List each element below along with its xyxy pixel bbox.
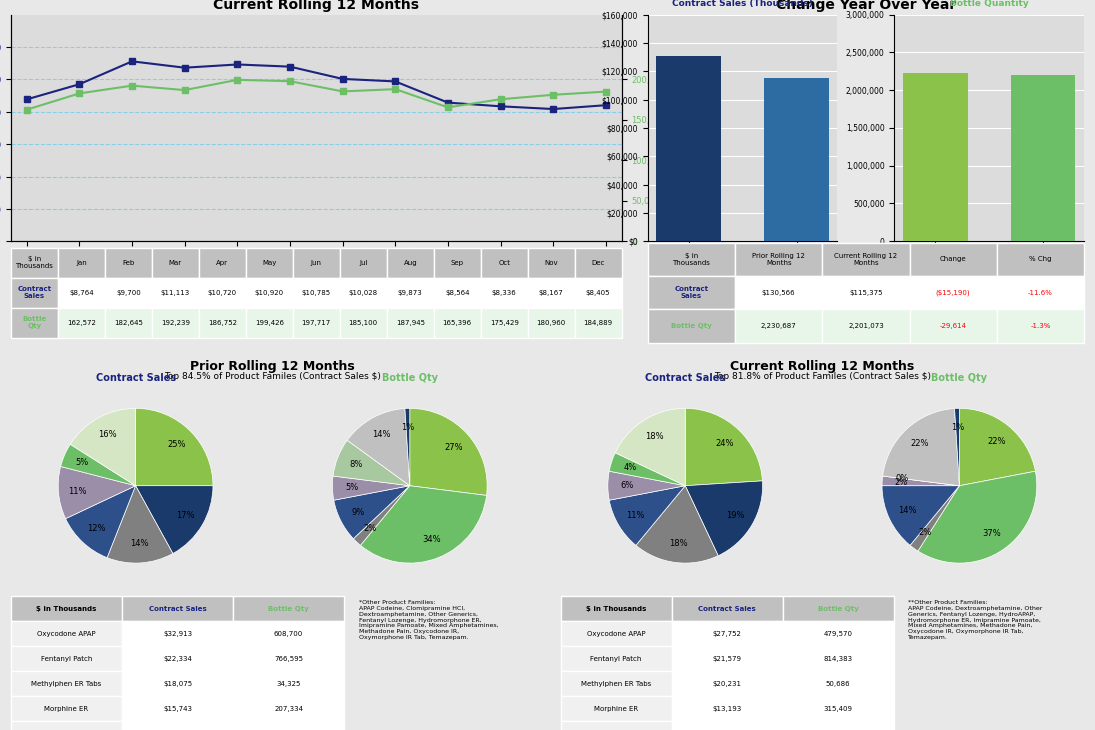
- Wedge shape: [333, 440, 410, 485]
- Text: 4%: 4%: [623, 464, 636, 472]
- Wedge shape: [883, 485, 959, 545]
- Wedge shape: [405, 408, 410, 485]
- Text: % Chg -11.6%: % Chg -11.6%: [713, 284, 772, 293]
- Title: Bottle Quantity: Bottle Quantity: [949, 0, 1028, 8]
- Text: 11%: 11%: [626, 511, 645, 520]
- Text: 2%: 2%: [895, 477, 908, 487]
- Text: 0%: 0%: [896, 474, 909, 483]
- Text: 18%: 18%: [669, 539, 688, 548]
- Text: 14%: 14%: [130, 539, 149, 548]
- Text: **Other Product Families:
APAP Codeine, Dextroamphetamine, Other
Generics, Fenta: **Other Product Families: APAP Codeine, …: [908, 600, 1042, 640]
- Wedge shape: [609, 485, 685, 545]
- Wedge shape: [883, 476, 959, 485]
- Text: 22%: 22%: [988, 437, 1005, 445]
- Bar: [903, 73, 968, 242]
- Wedge shape: [615, 408, 685, 485]
- Text: 5%: 5%: [345, 483, 358, 492]
- Wedge shape: [910, 485, 959, 551]
- Text: % Chg -1.3%: % Chg -1.3%: [963, 284, 1016, 293]
- Text: Top 84.5% of Product Familes (Contract Sales $): Top 84.5% of Product Familes (Contract S…: [164, 372, 381, 380]
- Text: 2%: 2%: [364, 523, 377, 532]
- Text: 5%: 5%: [76, 458, 89, 467]
- Wedge shape: [334, 485, 410, 539]
- Wedge shape: [70, 408, 136, 485]
- Text: 25%: 25%: [168, 440, 186, 449]
- Text: 11%: 11%: [69, 487, 88, 496]
- Text: 18%: 18%: [645, 432, 664, 441]
- Text: 6%: 6%: [621, 481, 634, 491]
- Text: 1%: 1%: [950, 423, 965, 432]
- Wedge shape: [636, 485, 718, 563]
- Text: 14%: 14%: [372, 431, 391, 439]
- Wedge shape: [136, 485, 212, 553]
- Title: Contract Sales: Contract Sales: [95, 372, 175, 383]
- Wedge shape: [410, 408, 487, 496]
- Title: Bottle Qty: Bottle Qty: [932, 372, 988, 383]
- Title: Contract Sales: Contract Sales: [645, 372, 725, 383]
- Text: 12%: 12%: [87, 523, 105, 532]
- Text: 37%: 37%: [982, 529, 1002, 538]
- Title: Bottle Qty: Bottle Qty: [382, 372, 438, 383]
- Y-axis label: Bottle Qty: Bottle Qty: [668, 107, 677, 149]
- Wedge shape: [685, 481, 762, 556]
- Wedge shape: [918, 472, 1037, 563]
- Text: 8%: 8%: [349, 460, 362, 469]
- Bar: [764, 78, 829, 242]
- Text: 16%: 16%: [99, 431, 117, 439]
- Wedge shape: [333, 476, 410, 500]
- Wedge shape: [360, 485, 486, 563]
- Bar: [1011, 75, 1075, 242]
- Wedge shape: [354, 485, 410, 545]
- Text: Prior Rolling 12 Months: Prior Rolling 12 Months: [191, 360, 355, 373]
- Text: Top 81.8% of Product Familes (Contract Sales $): Top 81.8% of Product Familes (Contract S…: [714, 372, 931, 380]
- Wedge shape: [136, 408, 212, 485]
- Wedge shape: [107, 485, 173, 563]
- Text: 9%: 9%: [351, 507, 365, 517]
- Text: 22%: 22%: [910, 439, 929, 448]
- Wedge shape: [883, 409, 959, 485]
- Wedge shape: [609, 453, 685, 485]
- Wedge shape: [66, 485, 136, 558]
- Wedge shape: [883, 476, 959, 485]
- Title: Current Rolling 12 Months: Current Rolling 12 Months: [214, 0, 419, 12]
- Title: Contract Sales (Thousands): Contract Sales (Thousands): [672, 0, 814, 8]
- Wedge shape: [347, 409, 410, 485]
- Text: Current Rolling 12 Months: Current Rolling 12 Months: [730, 360, 914, 373]
- Text: 14%: 14%: [898, 506, 917, 515]
- Text: 1%: 1%: [402, 423, 415, 432]
- Title: Change Year Over Year: Change Year Over Year: [776, 0, 956, 12]
- Wedge shape: [685, 408, 762, 485]
- Text: 19%: 19%: [726, 511, 745, 520]
- Bar: [656, 56, 722, 242]
- Wedge shape: [608, 472, 685, 500]
- Text: 2%: 2%: [919, 529, 932, 537]
- Text: 27%: 27%: [443, 443, 462, 452]
- Text: 24%: 24%: [716, 439, 735, 448]
- Wedge shape: [60, 445, 136, 485]
- Text: *Other Product Families:
APAP Codeine, Clomipramine HCl,
Dextroamphetamine, Othe: *Other Product Families: APAP Codeine, C…: [358, 600, 498, 640]
- Text: 17%: 17%: [176, 511, 195, 520]
- Wedge shape: [58, 466, 136, 519]
- Wedge shape: [959, 408, 1036, 485]
- Text: 34%: 34%: [422, 535, 440, 544]
- Wedge shape: [955, 408, 959, 485]
